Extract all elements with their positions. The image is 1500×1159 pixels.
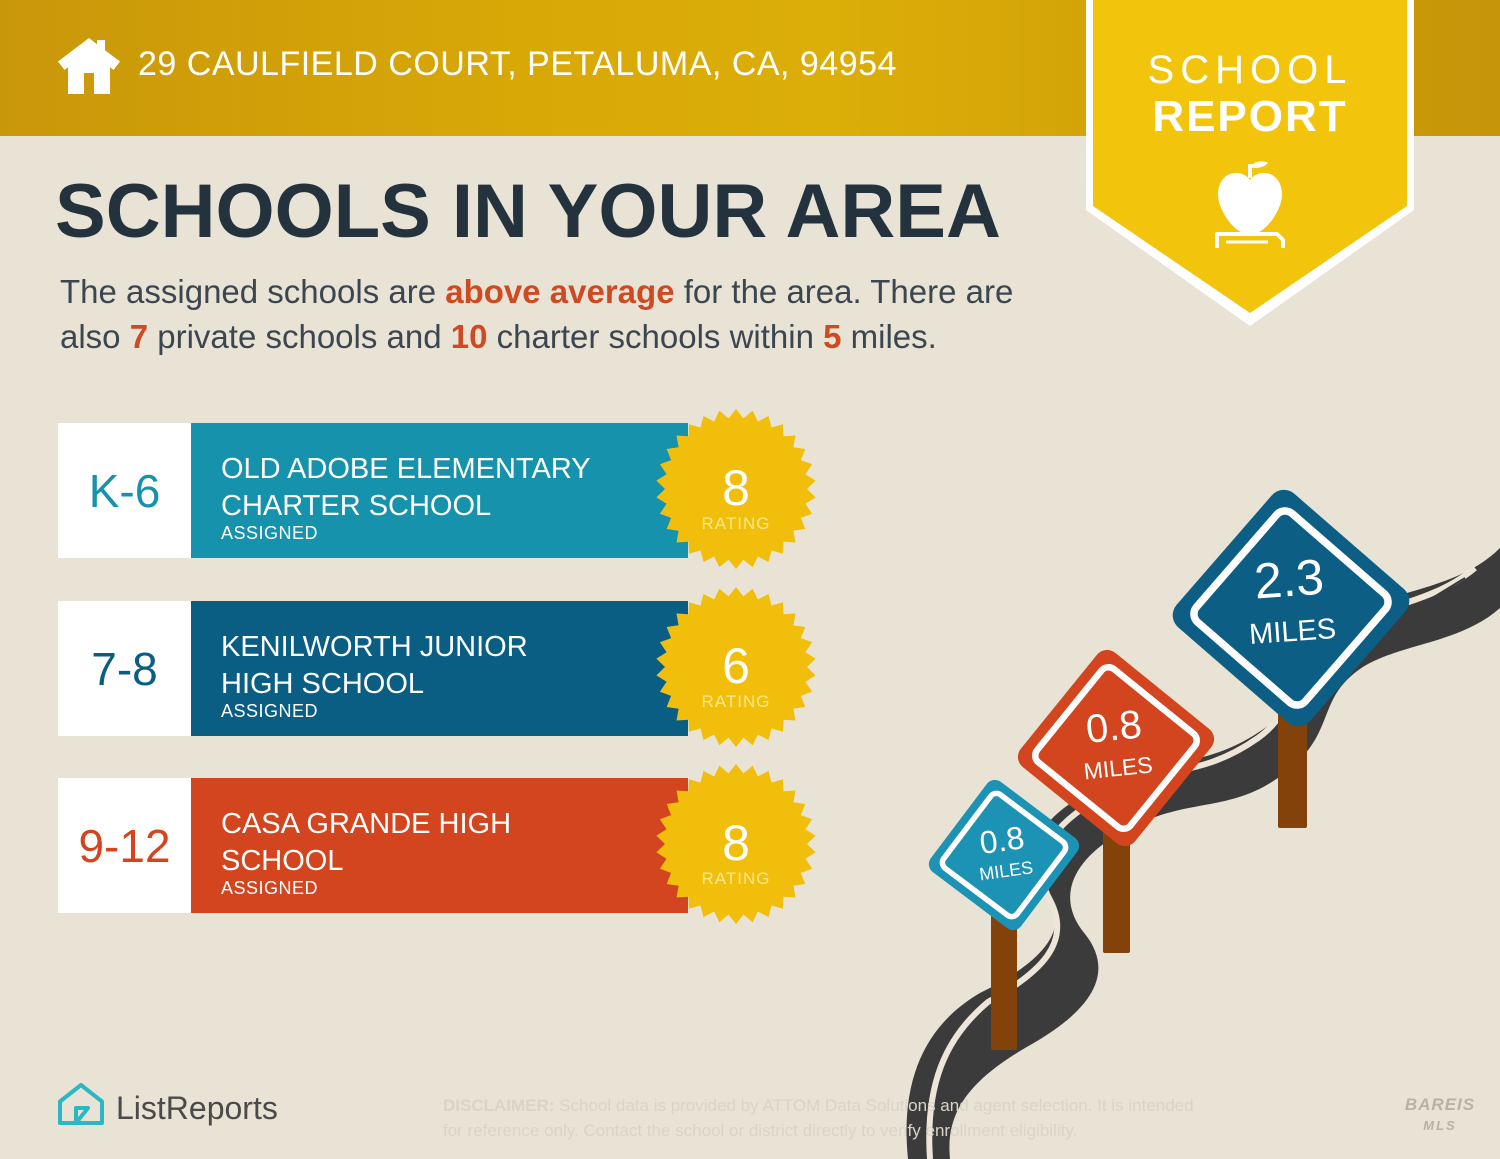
svg-text:MILES: MILES <box>1248 613 1337 651</box>
svg-text:0.8: 0.8 <box>1084 702 1144 752</box>
svg-text:2.3: 2.3 <box>1252 549 1325 610</box>
svg-text:0.8: 0.8 <box>977 819 1026 861</box>
